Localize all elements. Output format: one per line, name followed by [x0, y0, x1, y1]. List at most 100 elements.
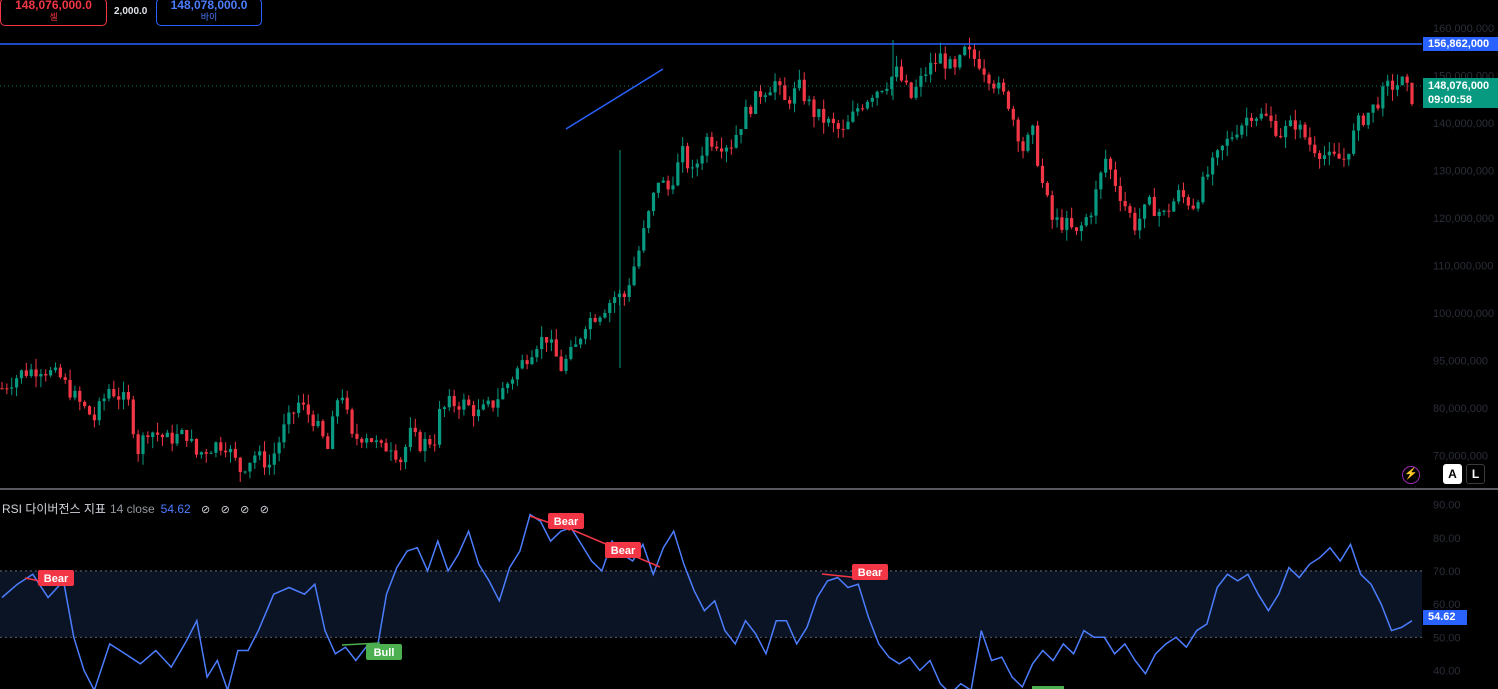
- hidden-icon[interactable]: ⊘: [220, 504, 230, 516]
- candle-body: [1308, 137, 1312, 145]
- candle-body: [262, 451, 267, 468]
- bar-countdown: 09:00:58: [1428, 94, 1473, 106]
- candle-body: [1186, 197, 1190, 206]
- auto-scale-button[interactable]: A: [1443, 464, 1462, 484]
- candle-body: [78, 390, 82, 402]
- candle-body: [112, 389, 116, 397]
- candle-body: [209, 452, 213, 454]
- candle-body: [1040, 165, 1045, 183]
- rsi-axis-tick: 90.00: [1433, 500, 1461, 512]
- candle-body: [1172, 201, 1176, 212]
- candle-body: [1196, 202, 1200, 209]
- candle-body: [287, 412, 291, 425]
- divergence-label-box: [852, 564, 888, 580]
- candle-body: [1395, 85, 1400, 90]
- candle-body: [185, 429, 189, 441]
- lightning-icon[interactable]: ⚡: [1402, 466, 1420, 484]
- candle-body: [1147, 196, 1152, 205]
- rsi-indicator-name[interactable]: RSI 다이버전스 지표: [2, 502, 106, 516]
- candle-body: [1128, 206, 1132, 213]
- hidden-icon[interactable]: ⊘: [240, 504, 250, 516]
- candle-body: [467, 399, 471, 406]
- candle-body: [997, 82, 1001, 89]
- candle-body: [447, 395, 451, 408]
- candle-body: [1011, 108, 1015, 120]
- buy-button[interactable]: 148,078,000.0 바이: [156, 0, 262, 26]
- candle-body: [335, 400, 340, 417]
- hidden-icon[interactable]: ⊘: [259, 504, 269, 516]
- price-axis-tick: 70,000,000: [1433, 451, 1488, 463]
- candle-body: [5, 388, 9, 390]
- candle-body: [267, 464, 272, 468]
- candle-body: [190, 438, 194, 441]
- candle-body: [102, 398, 106, 402]
- candle-body: [87, 406, 92, 415]
- candle-body: [1211, 157, 1215, 175]
- candle-body: [661, 180, 665, 183]
- candle-body: [224, 450, 228, 453]
- candle-body: [472, 405, 476, 417]
- candle-body: [977, 58, 981, 69]
- candle-body: [403, 446, 408, 463]
- candle-body: [141, 435, 145, 455]
- candle-body: [1269, 115, 1273, 121]
- candle-body: [598, 317, 602, 322]
- candle-body: [938, 53, 942, 64]
- candle-body: [549, 339, 554, 343]
- candle-body: [1099, 172, 1103, 190]
- buy-price: 148,078,000.0: [170, 0, 248, 12]
- candle-body: [384, 442, 388, 452]
- candle-body: [486, 400, 490, 405]
- rsi-legend-value: 54.62: [160, 502, 191, 516]
- candle-body: [593, 318, 597, 322]
- candle-body: [642, 228, 646, 251]
- candle-body: [870, 97, 874, 102]
- log-scale-button[interactable]: L: [1466, 464, 1485, 484]
- candle-body: [49, 370, 53, 376]
- candle-body: [953, 59, 957, 68]
- candle-body: [413, 427, 417, 432]
- candle-body: [452, 395, 456, 407]
- sell-button[interactable]: 148,076,000.0 셀: [0, 0, 107, 26]
- trend-line: [565, 68, 664, 130]
- candle-body: [1215, 150, 1220, 158]
- candle-body: [622, 293, 626, 298]
- candle-body: [501, 388, 505, 400]
- candle-body: [1332, 151, 1336, 154]
- price-axis-tick: 130,000,000: [1433, 166, 1494, 178]
- candle-body: [1240, 125, 1244, 135]
- candle-body: [671, 185, 675, 190]
- candle-body: [1113, 169, 1118, 186]
- rsi-legend[interactable]: RSI 다이버전스 지표 14 close 54.62 ⊘ ⊘ ⊘ ⊘: [2, 500, 269, 517]
- candle-body: [783, 85, 787, 100]
- candle-body: [754, 91, 758, 114]
- candle-body: [768, 92, 772, 96]
- candle-body: [1089, 215, 1093, 218]
- candle-body: [1206, 174, 1210, 177]
- candle-body: [151, 432, 155, 438]
- candle-body: [10, 387, 14, 389]
- candle-body: [1152, 196, 1156, 216]
- candle-body: [963, 46, 967, 56]
- candle-body: [1230, 137, 1234, 139]
- candle-body: [685, 146, 690, 169]
- candle-body: [1201, 176, 1205, 203]
- candle-body: [812, 99, 816, 117]
- hidden-icon[interactable]: ⊘: [201, 504, 211, 516]
- candle-body: [1177, 190, 1181, 202]
- candle-body: [243, 471, 247, 473]
- divergence-label-box: [605, 542, 641, 558]
- candle-body: [578, 338, 583, 345]
- rsi-axis-tick: 50.00: [1433, 632, 1461, 644]
- candle-body: [1254, 118, 1259, 121]
- candle-body: [68, 379, 72, 398]
- candle-body: [841, 128, 845, 130]
- candle-body: [729, 147, 733, 149]
- candle-body: [457, 406, 461, 410]
- candle-body: [510, 379, 515, 384]
- price-axis-tick: 100,000,000: [1433, 308, 1494, 320]
- candle-body: [355, 433, 359, 439]
- candle-body: [1036, 125, 1040, 166]
- candle-body: [520, 360, 524, 369]
